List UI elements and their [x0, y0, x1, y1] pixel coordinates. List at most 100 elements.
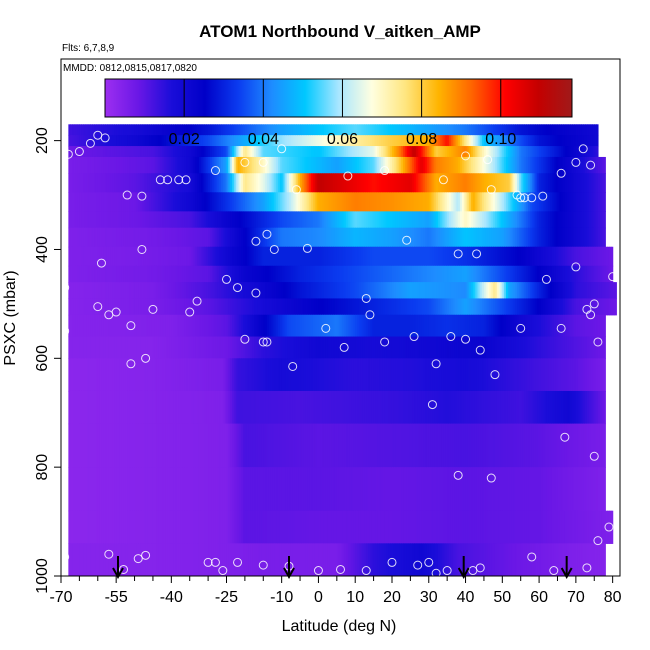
heat-cell [243, 156, 246, 174]
heat-cell [303, 227, 307, 248]
heat-cell [189, 146, 193, 158]
heat-cell [331, 423, 334, 468]
heat-cell [327, 173, 331, 193]
heat-cell [175, 298, 178, 316]
heat-cell [184, 156, 187, 174]
heat-cell [357, 282, 360, 300]
heat-cell [270, 336, 274, 359]
heat-cell [193, 336, 196, 359]
heat-cell [270, 282, 274, 300]
heat-cell [355, 246, 358, 267]
heat-cell [277, 423, 281, 468]
heat-cell [322, 358, 325, 392]
heat-cell [476, 156, 480, 174]
heat-cell [428, 173, 432, 193]
heat-cell [331, 227, 334, 248]
heat-cell [590, 227, 594, 248]
heat-cell [198, 135, 202, 147]
heat-cell [103, 423, 106, 468]
heat-cell [114, 173, 117, 193]
heat-cell [507, 246, 511, 267]
heat-cell [351, 298, 354, 316]
heat-cell [603, 211, 606, 229]
heat-cell [434, 336, 437, 359]
heat-cell [358, 227, 362, 248]
heat-cell [108, 135, 112, 147]
heat-cell [165, 246, 169, 267]
heat-cell [90, 192, 93, 212]
heat-cell [460, 358, 463, 392]
heat-cell [540, 358, 544, 392]
heat-cell [123, 146, 126, 158]
heat-cell [272, 135, 275, 147]
heat-cell [325, 390, 329, 425]
heat-cell [597, 227, 601, 248]
heat-cell [515, 146, 518, 158]
heat-cell [244, 246, 248, 267]
heat-cell [498, 358, 502, 392]
heat-cell [403, 298, 406, 316]
heat-cell [169, 336, 172, 359]
heat-cell [333, 146, 336, 158]
heat-cell [152, 423, 156, 468]
heat-cell [496, 246, 500, 267]
heat-cell [250, 390, 253, 425]
heat-cell [524, 358, 527, 392]
heat-cell [482, 390, 485, 425]
heat-cell [478, 282, 481, 300]
heat-cell [112, 192, 115, 212]
heat-cell [524, 336, 527, 359]
heat-cell [123, 314, 126, 338]
heat-cell [390, 390, 393, 425]
heat-cell [219, 227, 222, 248]
heat-cell [175, 265, 178, 283]
heat-cell [73, 211, 77, 229]
heat-cell [263, 211, 266, 229]
heat-cell [574, 282, 577, 300]
heat-cell [301, 192, 305, 212]
heat-cell [79, 173, 82, 193]
heat-cell [285, 124, 288, 136]
heat-cell [176, 146, 180, 158]
heat-cell [546, 282, 549, 300]
heat-cell [320, 282, 323, 300]
heat-cell [452, 173, 456, 193]
heat-cell [437, 173, 441, 193]
heat-cell [347, 246, 351, 267]
heat-cell [551, 358, 555, 392]
heat-cell [563, 156, 566, 174]
heat-cell [415, 336, 419, 359]
heat-cell [97, 390, 101, 425]
heat-cell [585, 192, 588, 212]
heat-cell [158, 314, 161, 338]
heat-cell [430, 173, 434, 193]
heat-cell [217, 124, 220, 136]
heat-cell [342, 192, 345, 212]
heat-cell [349, 265, 353, 283]
heat-cell [94, 173, 97, 193]
heat-cell [358, 265, 362, 283]
heat-cell [215, 156, 218, 174]
heat-cell [467, 298, 470, 316]
heat-cell [152, 211, 156, 229]
heat-cell [583, 124, 586, 136]
heat-cell [97, 298, 101, 316]
heat-cell [189, 282, 193, 300]
heat-cell [336, 192, 340, 212]
heat-cell [208, 135, 211, 147]
heat-cell [443, 265, 446, 283]
heat-cell [252, 336, 255, 359]
heat-cell [331, 314, 334, 338]
heat-cell [390, 173, 393, 193]
heat-cell [454, 135, 457, 147]
heat-cell [548, 227, 551, 248]
heat-cell [384, 314, 388, 338]
heat-cell [423, 211, 426, 229]
heat-cell [406, 298, 410, 316]
heat-cell [83, 265, 86, 283]
heat-cell [524, 282, 527, 300]
heat-cell [483, 298, 487, 316]
heat-cell [511, 265, 514, 283]
heat-cell [426, 211, 430, 229]
heat-cell [454, 227, 457, 248]
